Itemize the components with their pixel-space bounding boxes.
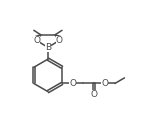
Text: O: O	[33, 36, 40, 45]
Text: O: O	[69, 79, 76, 88]
Text: O: O	[101, 79, 108, 88]
Text: O: O	[55, 36, 62, 45]
Text: O: O	[90, 90, 97, 99]
Text: B: B	[45, 43, 51, 52]
